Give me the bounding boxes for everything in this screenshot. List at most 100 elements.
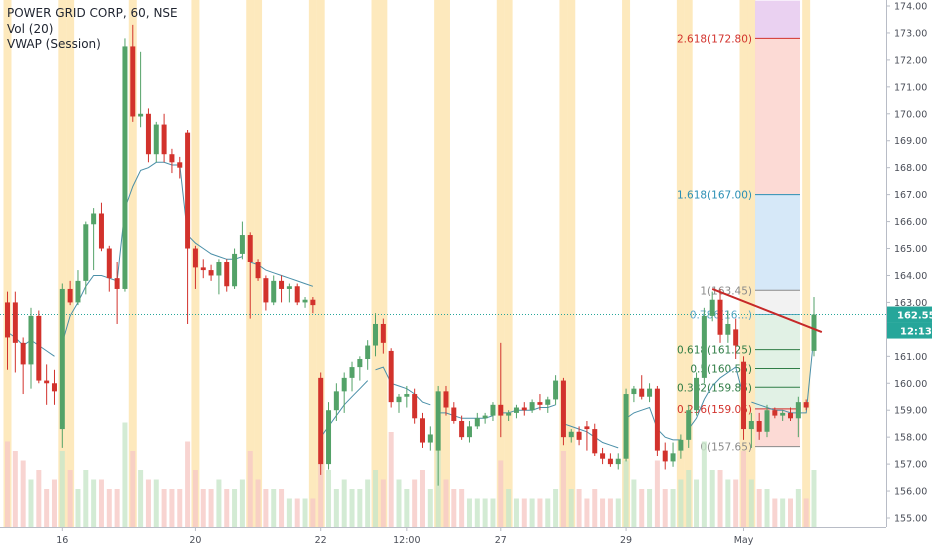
volume-bar xyxy=(67,470,73,527)
candle-body xyxy=(694,377,700,411)
volume-bar xyxy=(647,489,653,527)
volume-bar xyxy=(380,479,386,527)
candle-body xyxy=(506,412,512,416)
fib-level-label: 1(163.45) xyxy=(700,285,752,297)
session-band xyxy=(622,0,631,527)
candle-body xyxy=(271,280,277,303)
volume-bar xyxy=(560,451,566,527)
time-tick-label: 22 xyxy=(315,535,327,546)
price-tick-label: 172.00 xyxy=(894,55,927,66)
candle-body xyxy=(388,350,394,403)
candle-body xyxy=(208,270,214,276)
trendline xyxy=(711,288,823,333)
price-tags: 162.55 12:13 xyxy=(887,306,932,339)
candle-body xyxy=(91,213,97,225)
candle-body xyxy=(788,412,793,419)
volume-bar xyxy=(192,470,198,527)
candle-body xyxy=(717,299,723,335)
candle-body xyxy=(20,342,26,365)
volume-bar xyxy=(756,489,762,527)
candle-body xyxy=(733,329,739,346)
candle-body xyxy=(756,420,762,432)
volume-bar xyxy=(584,498,590,527)
vwap-indicator-label[interactable]: VWAP (Session) xyxy=(7,37,101,51)
volume-bar xyxy=(161,489,167,527)
volume-bar xyxy=(639,489,645,527)
volume-bar xyxy=(506,489,512,527)
candle-body xyxy=(192,248,198,268)
candle-body xyxy=(576,431,582,440)
volume-bar xyxy=(28,479,34,527)
price-tick-label: 165.00 xyxy=(894,244,927,255)
price-tick-label: 168.00 xyxy=(894,163,927,174)
candle-body xyxy=(592,429,598,454)
candles xyxy=(5,24,817,486)
volume-bar xyxy=(701,441,707,527)
volume-bar xyxy=(185,441,191,527)
volume-bar xyxy=(239,479,245,527)
volume-bar xyxy=(396,479,402,527)
candle-body xyxy=(153,124,159,155)
price-tick-label: 160.00 xyxy=(894,379,927,390)
session-band xyxy=(504,0,513,527)
time-tick-label: 12:00 xyxy=(393,535,420,546)
candle-body xyxy=(380,323,386,343)
volume-bar xyxy=(98,479,104,527)
candle-body xyxy=(725,323,731,335)
volume-bar xyxy=(795,489,801,527)
volume-bar xyxy=(623,460,629,527)
volume-bar xyxy=(615,498,621,527)
volume-bar xyxy=(607,498,613,527)
volume-bar xyxy=(545,498,551,527)
countdown-value: 12:13 xyxy=(900,327,932,338)
candle-body xyxy=(412,394,418,419)
candle-body xyxy=(200,267,206,271)
price-tick-label: 163.00 xyxy=(894,298,927,309)
volume-indicator-label[interactable]: Vol (20) xyxy=(7,21,54,36)
candle-body xyxy=(811,314,817,351)
volume-bar xyxy=(529,498,535,527)
volume-bar xyxy=(568,489,574,527)
volume-bar xyxy=(271,489,277,527)
time-tick-label: 29 xyxy=(620,535,632,546)
candle-body xyxy=(224,262,230,287)
candle-body xyxy=(780,412,786,416)
candle-body xyxy=(584,426,590,430)
volume-bar xyxy=(788,498,793,527)
time-tick-label: 27 xyxy=(495,535,507,546)
price-tick-label: 155.00 xyxy=(894,514,927,525)
candle-body xyxy=(349,367,355,378)
candle-body xyxy=(263,278,269,303)
volume-bar xyxy=(694,479,700,527)
candle-body xyxy=(654,388,660,451)
volume-bar xyxy=(466,498,472,527)
volume-bar xyxy=(302,498,308,527)
candle-body xyxy=(686,410,692,440)
volume-bar xyxy=(279,489,285,527)
candle-body xyxy=(216,262,222,276)
price-tick-label: 174.00 xyxy=(894,2,927,13)
candle-body xyxy=(772,410,778,416)
session-band xyxy=(379,0,388,527)
volume-bar xyxy=(177,489,183,527)
price-tick-label: 173.00 xyxy=(894,28,927,39)
price-tick-label: 157.00 xyxy=(894,460,927,471)
volume-bar xyxy=(553,489,559,527)
volume-bar xyxy=(51,479,57,527)
symbol-title[interactable]: POWER GRID CORP, 60, NSE xyxy=(7,6,178,20)
candle-body xyxy=(247,235,253,262)
last-price-value: 162.55 xyxy=(897,311,932,322)
volume-bar xyxy=(333,489,339,527)
volume-bar xyxy=(357,489,363,527)
candle-body xyxy=(177,162,183,168)
volume-bar xyxy=(114,489,120,527)
volume-bar xyxy=(106,489,112,527)
volume-bar xyxy=(200,489,206,527)
candle-body xyxy=(498,404,504,416)
candle-body xyxy=(373,323,379,346)
volume-bar xyxy=(670,489,676,527)
volume-bar xyxy=(764,489,770,527)
price-tick-label: 159.00 xyxy=(894,406,927,417)
